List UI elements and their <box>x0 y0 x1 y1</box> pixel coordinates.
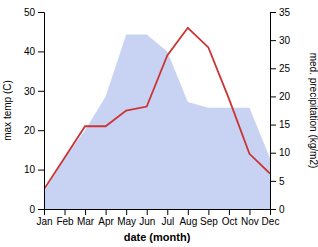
tick-mark <box>38 130 44 131</box>
tick: Sep <box>200 209 218 227</box>
x-axis: Jan FebMarAprMayJun Jul AugSep OctNovDec <box>36 209 279 227</box>
tick: Nov <box>241 209 259 227</box>
tick: 10 <box>24 164 44 175</box>
line <box>44 28 270 190</box>
tick-label: 0 <box>29 204 35 215</box>
tick: Jun <box>139 209 155 227</box>
y2-axis: 0 5 10 15 20 25 30 35 <box>270 7 291 215</box>
tick-label: 35 <box>279 7 291 18</box>
tick: 35 <box>270 7 291 18</box>
tick-label: Oct <box>222 216 238 227</box>
tick-mark <box>38 12 44 13</box>
tick-label: Feb <box>56 216 74 227</box>
tick-label: 15 <box>279 119 291 130</box>
tick-label: 30 <box>279 35 291 46</box>
tick: May <box>117 209 136 227</box>
tick-mark <box>38 91 44 92</box>
tick-mark <box>65 209 66 215</box>
tick-label: Apr <box>98 216 114 227</box>
tick-label: Jun <box>139 216 155 227</box>
tick-label: 0 <box>279 204 285 215</box>
tick: 30 <box>24 86 44 97</box>
tick-mark <box>270 181 276 182</box>
axis-line <box>45 210 271 216</box>
chart-container: JanFebMarAprMayJunJulAugSepOctNovDec0102… <box>0 0 318 247</box>
tick-mark <box>270 96 276 97</box>
tick-label: 30 <box>24 86 36 97</box>
tick: 0 <box>29 204 44 215</box>
tick-label: 5 <box>279 176 285 187</box>
tick-mark <box>106 209 107 215</box>
tick-mark <box>147 209 148 215</box>
tick: 10 <box>270 147 291 158</box>
tick: Dec <box>262 209 280 227</box>
tick-mark <box>270 153 276 154</box>
tick-mark <box>188 209 189 215</box>
y-axis: 0 10 20 30 40 50 <box>24 7 45 215</box>
tick: 25 <box>270 63 291 74</box>
tick-mark <box>208 209 209 215</box>
plot-area: JanFebMarAprMayJunJulAugSepOctNovDec0102… <box>24 7 291 227</box>
tick-mark <box>229 209 230 215</box>
tick-label: Mar <box>77 216 95 227</box>
tick: 0 <box>270 204 285 215</box>
tick-label: Aug <box>179 216 197 227</box>
tick-mark <box>270 209 276 210</box>
tick-mark <box>249 209 250 215</box>
tick: 20 <box>270 91 291 102</box>
chart: JanFebMarAprMayJunJulAugSepOctNovDec0102… <box>0 0 318 247</box>
y-axis-title: max temp (C) <box>2 80 13 141</box>
axis-line <box>271 13 277 210</box>
tick: Aug <box>179 209 197 227</box>
tick-label: 20 <box>279 91 291 102</box>
tick: Oct <box>222 209 238 227</box>
tick-mark <box>126 209 127 215</box>
tick-label: 10 <box>279 147 291 158</box>
tick-label: 10 <box>24 164 36 175</box>
marks <box>44 28 270 209</box>
tick: 40 <box>24 46 44 57</box>
tick: 20 <box>24 125 44 136</box>
area <box>44 35 270 209</box>
tick: Jan <box>36 209 52 227</box>
tick-label: Dec <box>262 216 280 227</box>
tick: 50 <box>24 7 44 18</box>
tick-mark <box>38 209 44 210</box>
tick: 15 <box>270 119 291 130</box>
axis-line <box>38 13 45 210</box>
y2-axis-title: med. precipitation (kg/m2) <box>308 53 318 169</box>
tick-label: May <box>117 216 136 227</box>
tick-mark <box>270 125 276 126</box>
tick-mark <box>38 51 44 52</box>
tick: Apr <box>98 209 114 227</box>
tick-mark <box>270 68 276 69</box>
tick-mark <box>270 12 276 13</box>
tick-label: 50 <box>24 7 36 18</box>
tick: Jul <box>161 209 174 227</box>
tick-mark <box>270 40 276 41</box>
tick-mark <box>38 170 44 171</box>
tick-label: Nov <box>241 216 259 227</box>
tick-label: 25 <box>279 63 291 74</box>
tick-label: Jul <box>161 216 174 227</box>
tick-label: Jan <box>36 216 52 227</box>
tick: Feb <box>56 209 74 227</box>
tick-mark <box>85 209 86 215</box>
tick-label: 40 <box>24 46 36 57</box>
x-axis-title: date (month) <box>124 231 191 243</box>
tick-label: Sep <box>200 216 218 227</box>
tick: 5 <box>270 176 285 187</box>
tick: 30 <box>270 35 291 46</box>
tick: Mar <box>77 209 95 227</box>
tick-label: 20 <box>24 125 36 136</box>
tick-mark <box>167 209 168 215</box>
